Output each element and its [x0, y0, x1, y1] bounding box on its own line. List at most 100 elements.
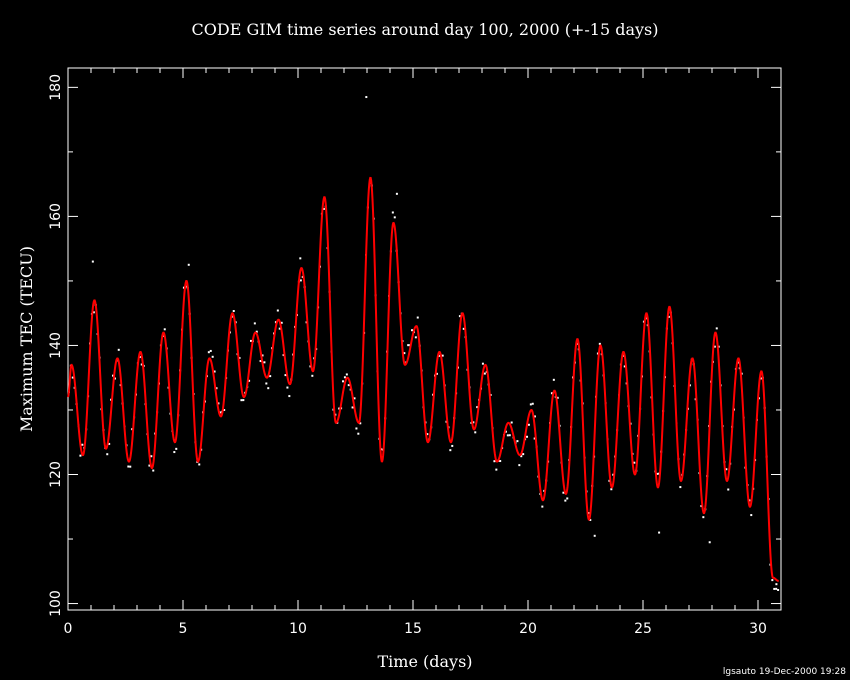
observation-point: [152, 469, 155, 472]
observation-point: [278, 327, 281, 330]
observation-point: [552, 378, 555, 381]
observation-point: [215, 387, 218, 390]
observation-point: [219, 411, 222, 414]
observation-point: [263, 361, 266, 364]
observation-point: [541, 505, 544, 508]
observation-point: [495, 468, 498, 471]
observation-point: [593, 534, 596, 537]
observation-point: [451, 444, 454, 447]
observation-point: [92, 311, 95, 314]
observation-point: [129, 465, 132, 468]
x-axis-label: Time (days): [377, 652, 472, 671]
y-axis-label: Maximum TEC (TECU): [17, 246, 36, 432]
observation-point: [357, 432, 360, 435]
observation-point: [311, 374, 314, 377]
observation-point: [353, 397, 356, 400]
observation-point: [253, 322, 256, 325]
observation-point: [510, 421, 513, 424]
observation-point: [106, 453, 109, 456]
observation-point: [112, 374, 115, 377]
observation-point: [345, 373, 348, 376]
observation-point: [71, 376, 74, 379]
observation-point: [347, 384, 350, 387]
observation-point: [518, 464, 521, 467]
observation-point: [516, 440, 519, 443]
observation-point: [81, 443, 84, 446]
observation-point: [589, 518, 592, 521]
observation-point: [449, 449, 452, 452]
observation-point: [529, 403, 532, 406]
observation-point: [209, 349, 212, 352]
observation-point: [255, 330, 258, 333]
observation-point: [750, 514, 753, 517]
observation-point: [435, 372, 438, 375]
x-axis-tick-labels: 0 5 10 15 20 25 30: [64, 621, 767, 637]
observation-point: [775, 587, 778, 590]
observation-point: [148, 464, 151, 467]
x-tick-label: 5: [179, 621, 188, 637]
observation-point: [522, 453, 525, 456]
fit-line: [67, 176, 779, 582]
observation-point: [173, 451, 176, 454]
observation-point: [508, 434, 511, 437]
observation-point: [223, 408, 226, 411]
observation-point: [150, 455, 153, 458]
observation-point: [276, 309, 279, 312]
x-tick-label: 0: [64, 621, 73, 637]
observation-point: [667, 315, 670, 318]
y-tick-label: 120: [48, 461, 64, 488]
observation-point: [725, 468, 728, 471]
observation-point: [265, 382, 268, 385]
y-tick-label: 140: [48, 332, 64, 359]
observation-point: [483, 372, 486, 375]
observation-point: [242, 399, 245, 402]
observation-point: [533, 415, 536, 418]
x-tick-label: 30: [749, 621, 767, 637]
observation-point: [299, 257, 302, 260]
observation-point: [462, 327, 465, 330]
observation-point: [702, 516, 705, 519]
observation-point: [407, 344, 410, 347]
observation-point: [527, 423, 530, 426]
observation-point: [240, 399, 243, 402]
observation-point: [91, 260, 94, 263]
observation-point: [633, 461, 636, 464]
observation-point: [259, 360, 262, 363]
observation-point: [531, 402, 534, 405]
x-tick-label: 25: [634, 621, 652, 637]
observation-point: [127, 465, 130, 468]
observation-point: [688, 384, 691, 387]
observation-point: [556, 396, 559, 399]
observation-point: [395, 192, 398, 195]
observation-point: [775, 583, 778, 586]
observation-point: [338, 407, 341, 410]
observation-point: [550, 392, 553, 395]
observation-point: [562, 491, 565, 494]
observation-point: [182, 286, 185, 289]
observation-point: [474, 431, 477, 434]
observation-point: [299, 279, 302, 282]
observation-point: [713, 345, 716, 348]
x-tick-label: 15: [404, 621, 422, 637]
observation-point: [117, 348, 120, 351]
observation-point: [441, 354, 444, 357]
observation-point: [267, 387, 270, 390]
observation-point: [187, 263, 190, 266]
observation-point: [759, 377, 762, 380]
observation-point: [261, 354, 264, 357]
observation-point: [708, 541, 711, 544]
observation-point: [284, 374, 287, 377]
observation-point: [217, 402, 220, 405]
observation-point: [656, 472, 659, 475]
observation-point: [493, 460, 496, 463]
observation-point: [520, 455, 523, 458]
observation-point: [598, 342, 601, 345]
observation-point: [238, 356, 241, 359]
observation-point: [533, 437, 536, 440]
observation-point: [623, 365, 626, 368]
y-tick-label: 180: [48, 74, 64, 101]
observation-point: [288, 395, 291, 398]
observation-point: [342, 380, 345, 383]
